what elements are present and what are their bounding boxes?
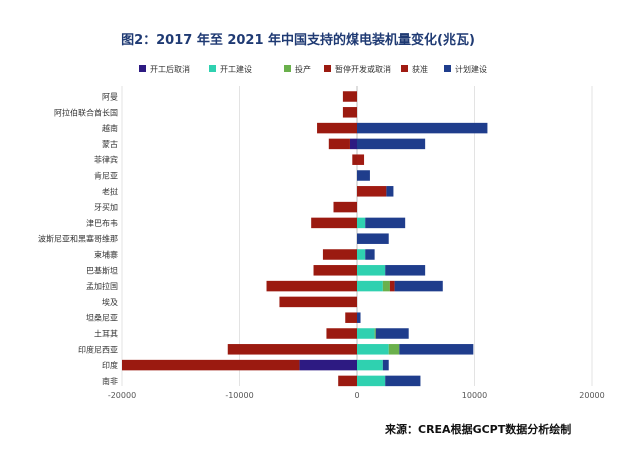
legend-swatch (139, 65, 146, 72)
legend-label: 获准 (412, 64, 428, 74)
category-label: 老挝 (102, 186, 118, 196)
bar-segment (388, 344, 400, 355)
bar-segment (357, 170, 370, 181)
bar-segment (357, 312, 361, 323)
bar-segment (357, 233, 389, 244)
x-tick-label: -20000 (108, 391, 136, 400)
chart-title: 图2：2017 年至 2021 年中国支持的煤电装机量变化(兆瓦) (121, 32, 475, 48)
category-label: 阿拉伯联合酋长国 (54, 107, 118, 117)
bar-segment (342, 107, 357, 118)
bar-segment (357, 359, 383, 371)
bar-segment (349, 138, 357, 150)
bar-segment (227, 344, 357, 355)
legend-label: 开工后取消 (150, 64, 190, 74)
bar-segment (382, 359, 389, 371)
category-label: 埃及 (102, 297, 118, 307)
bar-segment (357, 280, 383, 292)
category-label: 蒙古 (102, 139, 118, 149)
bars (122, 91, 488, 387)
category-label: 南非 (102, 376, 118, 386)
bar-segment (394, 280, 443, 292)
x-tick-labels: -20000 -10000 0 10000 20000 (108, 391, 605, 400)
category-label: 牙买加 (94, 202, 118, 212)
bar-segment (385, 265, 426, 276)
bar-segment (333, 201, 357, 213)
bar-segment (328, 138, 350, 150)
source-note: 来源：CREA根据GCPT数据分析绘制 (384, 422, 571, 436)
legend-swatch (444, 65, 451, 72)
legend-swatch (401, 65, 408, 72)
bar-segment (311, 217, 357, 229)
bar-segment (365, 217, 406, 229)
category-label: 津巴布韦 (86, 218, 118, 228)
category-label: 波斯尼亚和黑塞哥维那 (38, 234, 118, 244)
category-label: 菲律宾 (94, 155, 118, 165)
bar-segment (365, 249, 375, 260)
legend-label: 投产 (295, 64, 311, 74)
bar-segment (122, 359, 300, 371)
bar-segment (317, 122, 357, 134)
category-label: 越南 (102, 123, 118, 133)
x-tick-label: -10000 (225, 391, 253, 400)
bar-segment (357, 375, 386, 387)
bar-segment (345, 312, 357, 323)
bar-segment (326, 328, 357, 339)
bar-segment (313, 265, 357, 276)
legend-label: 开工建设 (220, 64, 252, 74)
bar-segment (352, 154, 357, 165)
category-label: 阿曼 (102, 93, 118, 102)
legend-label: 计划建设 (455, 64, 487, 74)
bar-segment (386, 186, 394, 197)
bar-segment (357, 154, 365, 165)
category-label: 孟加拉国 (86, 281, 118, 291)
bar-segment (357, 344, 389, 355)
bar-segment (357, 328, 375, 339)
bar-segment (357, 249, 366, 260)
bar-segment (374, 328, 376, 339)
bar-segment (389, 280, 395, 292)
legend-swatch (324, 65, 331, 72)
legend-swatch (284, 65, 291, 72)
bar-segment (279, 296, 357, 308)
bar-segment (266, 280, 357, 292)
category-label: 土耳其 (94, 329, 118, 339)
category-label: 印度 (102, 360, 118, 370)
bar-segment (342, 91, 357, 102)
bar-segment (299, 359, 357, 371)
category-label: 巴基斯坦 (86, 265, 118, 275)
bar-segment (385, 375, 421, 387)
x-tick-label: 20000 (579, 391, 604, 400)
bar-segment (322, 249, 357, 260)
bar-segment (357, 122, 488, 134)
bar-segment (399, 344, 474, 355)
bar-segment (357, 217, 366, 229)
bar-segment (357, 138, 426, 150)
legend-label: 暂停开发或取消 (335, 64, 391, 74)
category-label: 柬埔寨 (94, 250, 118, 260)
category-label: 肯尼亚 (94, 171, 118, 181)
category-label: 坦桑尼亚 (86, 313, 118, 323)
x-tick-label: 0 (354, 391, 359, 400)
category-label: 印度尼西亚 (78, 344, 118, 354)
bar-segment (338, 375, 357, 387)
bar-segment (382, 280, 390, 292)
legend: 开工后取消 开工建设 投产 暂停开发或取消 获准 计划建设 (139, 64, 487, 74)
bar-segment (357, 186, 387, 197)
bar-segment (357, 265, 386, 276)
legend-swatch (209, 65, 216, 72)
category-labels: 阿曼阿拉伯联合酋长国越南蒙古菲律宾肯尼亚老挝牙买加津巴布韦波斯尼亚和黑塞哥维那柬… (38, 93, 118, 386)
x-tick-label: 10000 (462, 391, 487, 400)
bar-segment (375, 328, 409, 339)
